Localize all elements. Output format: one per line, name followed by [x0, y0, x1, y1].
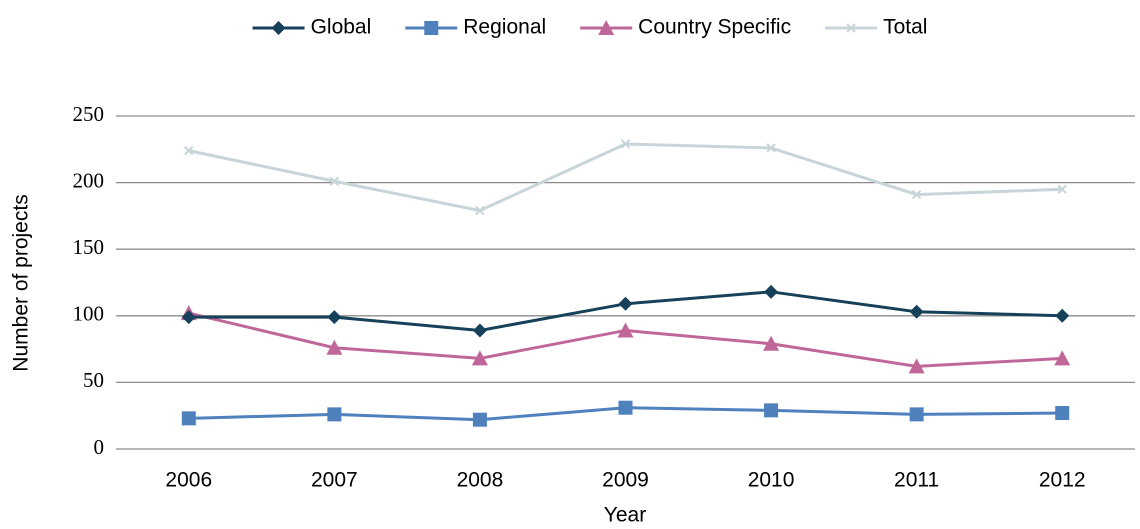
legend-label: Country Specific	[638, 16, 791, 39]
marker	[475, 205, 485, 216]
series-line	[188, 142, 1063, 213]
legend-label: Total	[883, 16, 927, 39]
x-tick-label: 2008	[457, 469, 504, 492]
x-tick-label: 2010	[748, 469, 795, 492]
x-tick-label: 2011	[894, 469, 939, 492]
marker	[1055, 308, 1070, 323]
y-tick-label: 0	[94, 435, 105, 459]
marker	[181, 411, 196, 426]
marker	[764, 403, 779, 418]
marker	[181, 310, 196, 325]
marker	[620, 139, 631, 149]
marker	[908, 358, 925, 374]
marker	[184, 145, 194, 156]
marker	[618, 400, 633, 415]
y-tick-label: 150	[73, 235, 105, 259]
y-tick-label: 250	[73, 102, 105, 126]
y-tick-label: 100	[73, 302, 105, 326]
marker	[424, 21, 439, 35]
marker	[909, 304, 924, 319]
legend-item: Country Specific	[580, 16, 791, 39]
marker	[618, 296, 633, 311]
marker	[911, 189, 922, 200]
x-tick-label: 2007	[311, 469, 358, 492]
marker	[1055, 406, 1070, 421]
legend-item: Global	[252, 16, 372, 39]
marker	[1057, 184, 1067, 194]
y-axis-label: Number of projects	[10, 194, 33, 371]
marker	[1054, 350, 1071, 366]
legend: Global Regional Country Specific Total	[252, 16, 927, 39]
x-tick-label: 2006	[165, 469, 212, 492]
legend-item: Regional	[405, 16, 546, 39]
legend-label: Global	[311, 16, 372, 39]
x-tick-label: 2012	[1039, 469, 1086, 492]
marker	[329, 176, 340, 186]
legend-label: Regional	[463, 16, 546, 39]
series-line	[188, 311, 1063, 368]
marker	[327, 407, 342, 422]
marker	[598, 20, 615, 35]
marker	[763, 335, 780, 351]
marker	[472, 412, 487, 427]
y-tick-label: 200	[73, 168, 105, 192]
legend-item: Total	[825, 16, 927, 39]
x-axis-label: Year	[604, 504, 646, 527]
marker	[327, 310, 342, 325]
marker	[472, 323, 487, 338]
marker	[909, 407, 924, 422]
marker	[617, 322, 634, 338]
marker	[846, 23, 856, 33]
marker	[764, 284, 779, 299]
y-tick-label: 50	[83, 368, 104, 392]
marker	[271, 21, 286, 35]
marker	[766, 143, 776, 153]
x-tick-label: 2009	[602, 469, 649, 492]
marker	[471, 350, 488, 366]
marker	[326, 339, 343, 355]
